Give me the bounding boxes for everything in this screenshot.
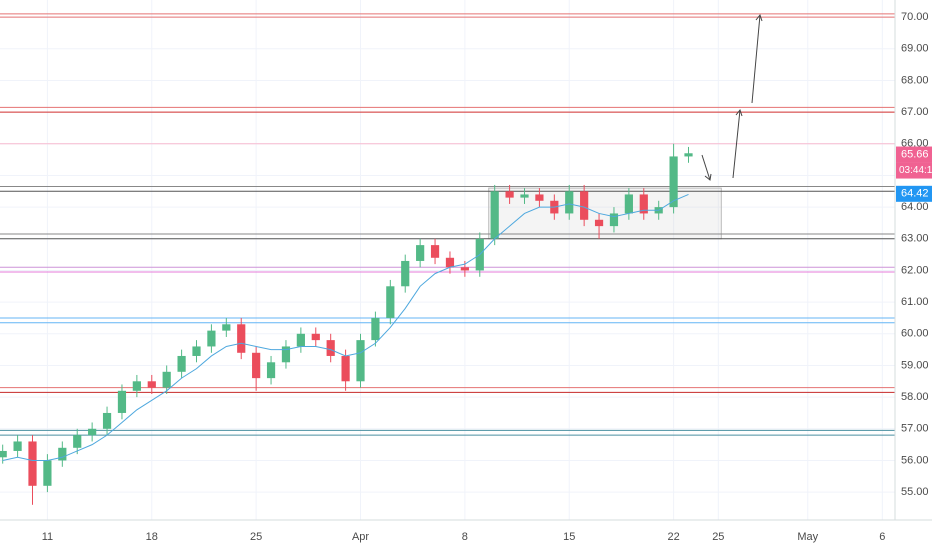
candle-body — [162, 371, 171, 388]
plot — [0, 13, 895, 505]
candle-body — [565, 191, 574, 214]
x-tick-label: 18 — [146, 531, 158, 543]
y-tick-label: 63.00 — [901, 233, 929, 245]
axes: 55.00 56.00 57.00 58.00 59.00 60.00 61.00 62.00… — [42, 11, 932, 543]
y-tick-label: 62.00 — [901, 264, 929, 276]
candle-body — [520, 194, 529, 198]
y-tick-label: 60.00 — [901, 328, 929, 340]
x-tick-label: 6 — [879, 531, 885, 543]
candle-body — [684, 153, 693, 157]
arrow — [751, 14, 761, 104]
candle-body — [594, 219, 604, 227]
y-tick-label: 69.00 — [901, 43, 929, 55]
arrow — [701, 154, 711, 181]
countdown-label: 03:44:18 — [899, 165, 932, 176]
x-tick-label: 22 — [667, 531, 679, 543]
candle-body — [147, 381, 156, 388]
candle-body — [356, 340, 365, 382]
candle-body — [386, 286, 395, 318]
y-tick-label: 55.00 — [901, 486, 929, 498]
candle-body — [88, 428, 97, 436]
candle-body — [639, 194, 648, 214]
arrow — [732, 109, 741, 179]
candle-body — [669, 156, 678, 208]
candle-body — [117, 390, 127, 413]
candle-body — [58, 447, 67, 461]
candle-body — [311, 333, 320, 341]
candle-body — [237, 324, 246, 353]
price-tag-label: 64.42 — [901, 188, 929, 200]
price-tag — [896, 146, 932, 163]
candle-body — [43, 460, 52, 486]
arrow-head — [755, 13, 763, 22]
x-tick-label: 25 — [712, 531, 724, 543]
candle-body — [192, 346, 201, 356]
x-tick-label: 11 — [42, 531, 53, 543]
candle-body — [296, 333, 305, 347]
y-tick-label: 56.00 — [901, 454, 929, 466]
candle-body — [132, 381, 141, 391]
y-tick-label: 57.00 — [901, 423, 929, 435]
price-tag-label: 65.66 — [901, 148, 929, 160]
x-tick-label: 15 — [563, 531, 575, 543]
candle-body — [445, 257, 455, 268]
moving-average — [2, 193, 689, 461]
candle-body — [416, 245, 425, 261]
candle-body — [281, 346, 291, 363]
x-tick-label: 8 — [462, 531, 468, 543]
candle-body — [13, 441, 22, 451]
candle-body — [371, 317, 380, 341]
candle-body — [73, 435, 82, 448]
countdown-tag — [896, 162, 932, 179]
candle-body — [580, 191, 589, 220]
candle-body — [341, 355, 350, 382]
candle-body — [535, 194, 544, 201]
candle-body — [222, 324, 231, 331]
candle-body — [430, 245, 440, 258]
candle-body — [252, 352, 261, 379]
candle-body — [0, 450, 7, 458]
candle-body — [326, 340, 335, 356]
price-tag — [896, 185, 932, 202]
candle-body — [266, 362, 276, 379]
y-tick-label: 70.00 — [901, 11, 929, 23]
x-tick-label: 25 — [250, 531, 262, 543]
y-tick-label: 67.00 — [901, 106, 929, 118]
y-tick-label: 61.00 — [901, 296, 929, 308]
candle-body — [624, 194, 633, 214]
candle-body — [102, 412, 112, 429]
x-tick-label: May — [797, 531, 818, 543]
candle-body — [207, 330, 216, 347]
candle-body — [177, 355, 186, 372]
candle-body — [490, 191, 499, 239]
candle-body — [505, 191, 514, 198]
y-tick-label: 68.00 — [901, 74, 929, 86]
candle-body — [401, 260, 410, 287]
x-tick-label: Apr — [352, 531, 369, 543]
candle-body — [460, 267, 469, 271]
arrow-head — [704, 173, 712, 181]
candle-body — [609, 213, 619, 227]
candle-body — [28, 441, 37, 486]
annotations — [701, 13, 763, 181]
y-tick-label: 64.00 — [901, 201, 929, 213]
y-tick-label: 58.00 — [901, 391, 929, 403]
arrow-head — [735, 108, 743, 117]
y-tick-label: 59.00 — [901, 359, 929, 371]
